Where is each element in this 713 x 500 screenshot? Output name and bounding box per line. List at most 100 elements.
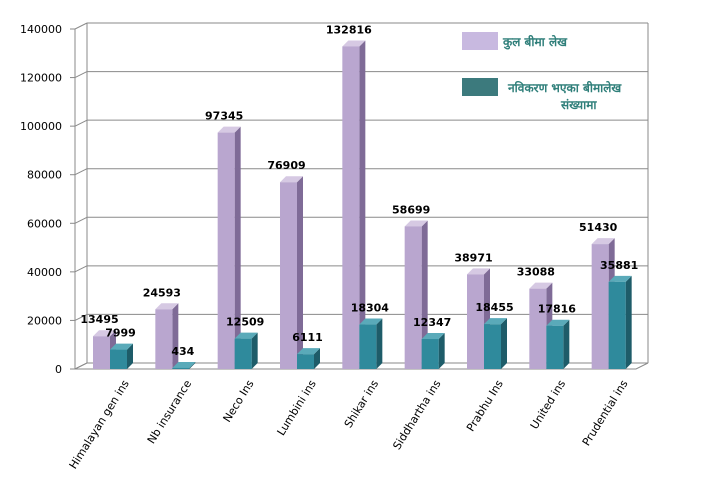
bar-front xyxy=(297,354,314,369)
bar-front xyxy=(217,132,235,369)
bar-front xyxy=(234,338,252,369)
bar-front xyxy=(342,46,360,369)
bar-top xyxy=(110,343,133,350)
bar-top xyxy=(217,126,241,133)
legend-swatch-series-2 xyxy=(462,78,498,96)
bar-front xyxy=(608,281,626,369)
gridline-side xyxy=(74,119,88,127)
bar-2 xyxy=(110,343,133,369)
legend-label-series-2: नविकरण भएका बीमालेख संख्यामा xyxy=(507,81,625,112)
bar-2 xyxy=(484,318,507,369)
legend: कुल बीमा लेख नविकरण भएका बीमालेख संख्याम… xyxy=(462,32,625,112)
bar-1 xyxy=(404,220,428,369)
bar-top xyxy=(421,333,445,340)
y-tick-label: 120000 xyxy=(20,72,62,85)
legend-label-series-2-line-2: संख्यामा xyxy=(560,98,597,112)
data-label: 434 xyxy=(171,345,194,358)
gridline-side xyxy=(74,71,88,79)
bar-front xyxy=(110,349,127,369)
gridline-side xyxy=(74,265,88,273)
bar-side xyxy=(314,348,320,369)
y-axis-ticks: 0 20000 40000 60000 80000 100000 120000 140000 xyxy=(20,23,75,376)
y-tick-label: 60000 xyxy=(27,217,62,230)
bars xyxy=(93,40,632,369)
gridline-side xyxy=(74,216,88,224)
bar-side xyxy=(127,343,133,369)
bar-front xyxy=(529,288,547,369)
bar-1 xyxy=(155,303,179,369)
bar-2 xyxy=(297,348,320,369)
x-tick-label: Prudential ins xyxy=(580,377,631,448)
bar-1 xyxy=(280,176,303,369)
bar-front xyxy=(155,309,173,369)
gridline-side xyxy=(74,168,88,176)
data-label: 51430 xyxy=(579,221,618,234)
legend-label-series-1: कुल बीमा लेख xyxy=(502,35,568,50)
data-label: 132816 xyxy=(326,23,372,36)
x-tick-label: Nb insurance xyxy=(145,378,195,447)
bar-front xyxy=(280,182,297,369)
legend-swatch-series-1 xyxy=(462,32,498,50)
x-tick-label: Prabhu Ins xyxy=(464,377,506,433)
data-label: 12347 xyxy=(413,316,451,329)
data-label: 6111 xyxy=(292,331,323,344)
bar-side xyxy=(297,176,303,369)
bar-top xyxy=(591,238,615,245)
data-label: 13495 xyxy=(80,313,118,326)
x-tick-label: United ins xyxy=(528,377,569,431)
x-tick-label: Himalayan gen ins xyxy=(67,377,132,471)
y-tick-label: 100000 xyxy=(20,120,62,133)
bar-top xyxy=(280,176,303,183)
y-tick-label: 20000 xyxy=(27,314,62,327)
bar-2 xyxy=(608,275,632,369)
bar-side xyxy=(376,318,383,369)
bar-1 xyxy=(217,126,241,369)
bar-top xyxy=(234,332,258,339)
bar-front xyxy=(172,367,190,369)
bar-top xyxy=(172,361,196,368)
gridline-side xyxy=(74,22,88,30)
bar-front xyxy=(93,336,110,369)
bar-top xyxy=(155,303,179,310)
bar-front xyxy=(404,226,422,369)
bar-top xyxy=(359,318,383,325)
bar-front xyxy=(467,274,484,369)
x-tick-label: Lumbini ins xyxy=(274,377,319,437)
bar-side xyxy=(189,361,196,369)
y-tick-label: 0 xyxy=(55,363,62,376)
bar-top xyxy=(342,40,366,47)
data-label: 18455 xyxy=(475,301,513,314)
gridline-side xyxy=(74,313,88,321)
bar-front xyxy=(546,325,564,369)
data-label: 18304 xyxy=(351,302,390,315)
y-tick-label: 80000 xyxy=(27,169,62,182)
bar-top xyxy=(467,268,490,275)
bar-top xyxy=(529,282,553,289)
bar-2 xyxy=(234,332,258,369)
x-tick-label: Siddhartha ins xyxy=(390,377,443,452)
bar-2 xyxy=(172,361,196,369)
bar-side xyxy=(251,332,258,369)
gridlines xyxy=(74,22,648,370)
bar-side xyxy=(501,318,507,369)
data-label: 7999 xyxy=(105,327,136,340)
data-label: 58699 xyxy=(392,203,430,216)
bar-side xyxy=(421,220,428,369)
bar-side xyxy=(172,303,179,369)
bar-front xyxy=(421,339,439,369)
data-label: 35881 xyxy=(600,259,638,272)
bar-side xyxy=(563,319,570,369)
bar-2 xyxy=(359,318,383,369)
bar-front xyxy=(359,324,377,369)
bar-side xyxy=(359,40,366,369)
bar-side xyxy=(438,333,445,369)
data-label: 38971 xyxy=(454,251,492,264)
y-tick-label: 40000 xyxy=(27,266,62,279)
bar-top xyxy=(297,348,320,355)
bar-2 xyxy=(421,333,445,369)
bar-2 xyxy=(546,319,570,369)
bar-front xyxy=(484,324,501,369)
bar-top xyxy=(546,319,570,326)
